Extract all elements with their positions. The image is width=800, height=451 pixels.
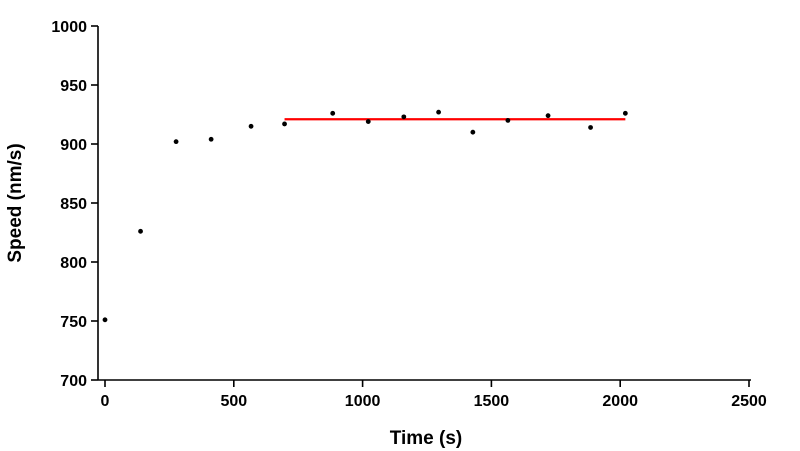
y-tick-label-3: 850 <box>60 196 87 213</box>
x-axis-title: Time (s) <box>390 428 463 449</box>
data-point-14 <box>622 110 628 116</box>
data-point-7 <box>365 119 371 124</box>
y-tick-label-2: 800 <box>60 255 87 272</box>
data-point-1 <box>138 228 143 234</box>
x-tick-label-4: 2000 <box>602 393 638 410</box>
x-tick-label-3: 1500 <box>474 393 510 410</box>
data-point-4 <box>248 123 254 129</box>
data-point-8 <box>401 114 407 120</box>
x-tick-label-5: 2500 <box>731 393 767 410</box>
y-tick-label-5: 950 <box>60 78 87 95</box>
data-point-0 <box>102 317 108 323</box>
y-tick-label-4: 900 <box>60 137 87 154</box>
x-tick-label-0: 0 <box>101 393 110 410</box>
data-point-13 <box>588 125 593 130</box>
data-point-12 <box>545 113 551 119</box>
data-point-2 <box>173 139 179 145</box>
x-tick-label-2: 1000 <box>345 393 381 410</box>
data-point-10 <box>470 129 476 135</box>
x-tick-label-1: 500 <box>220 393 247 410</box>
data-point-6 <box>330 110 336 116</box>
axis-tick-labels: 700 750 800 850 900 950 1000 0 500 1000 1500 2000 25… <box>51 19 766 410</box>
data-point-9 <box>436 109 441 115</box>
data-point-5 <box>282 121 287 127</box>
y-tick-label-0: 700 <box>60 373 87 390</box>
y-axis-title: Speed (nm/s) <box>5 143 26 262</box>
data-point-11 <box>505 118 511 123</box>
data-point-3 <box>208 136 214 142</box>
y-tick-label-6: 1000 <box>51 19 87 36</box>
axis-ticks <box>91 25 750 387</box>
data-points <box>102 109 628 323</box>
y-tick-label-1: 750 <box>60 314 87 331</box>
